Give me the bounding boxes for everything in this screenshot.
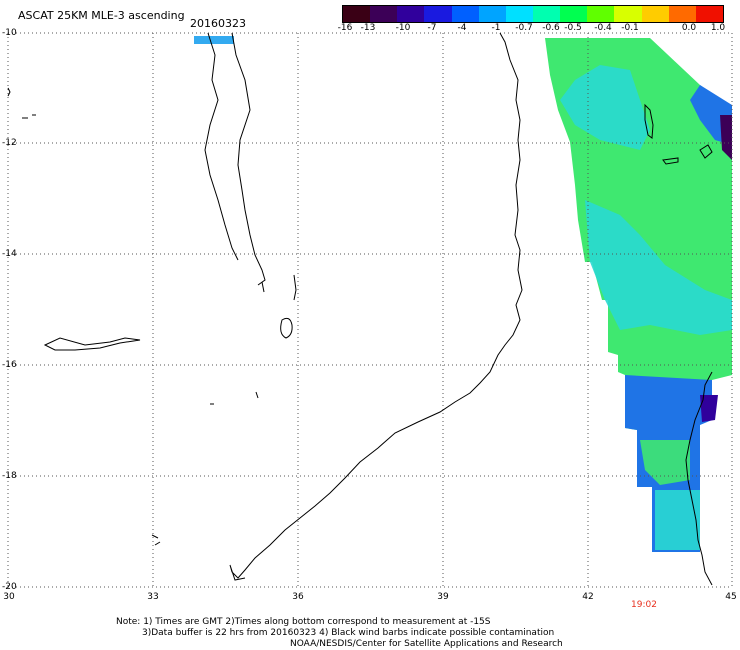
- map-date: 20160323: [190, 17, 246, 30]
- map-title: ASCAT 25KM MLE-3 ascending: [18, 9, 185, 22]
- legend-color-swatch: [424, 6, 452, 22]
- latitude-label: -10: [2, 28, 17, 38]
- legend-color-swatch: [343, 6, 371, 22]
- longitude-label: 36: [292, 592, 304, 602]
- latitude-label: -20: [2, 582, 17, 592]
- legend-color-swatch: [641, 6, 669, 22]
- legend-tick-label: 1.0: [710, 23, 726, 33]
- legend-tick-label: -7: [427, 23, 437, 33]
- legend-color-swatch: [668, 6, 696, 22]
- legend-color-swatch: [614, 6, 642, 22]
- legend-tick-label: -0.1: [621, 23, 639, 33]
- legend-color-swatch: [370, 6, 398, 22]
- legend-color-swatch: [397, 6, 425, 22]
- note-line-2: 3)Data buffer is 22 hrs from 20160323 4)…: [142, 628, 555, 638]
- legend-color-swatch: [451, 6, 479, 22]
- longitude-label: 45: [725, 592, 737, 602]
- latitude-label: -18: [2, 471, 17, 481]
- legend-tick-label: -4: [457, 23, 467, 33]
- latitude-label: -16: [2, 360, 17, 370]
- legend-tick-label: -1: [491, 23, 501, 33]
- legend-color-swatch: [505, 6, 533, 22]
- legend-color-swatch: [532, 6, 561, 22]
- note-line-1: Note: 1) Times are GMT 2)Times along bot…: [116, 617, 491, 627]
- pass-time-label: 19:02: [631, 600, 657, 610]
- latitude-label: -12: [2, 138, 17, 148]
- legend-tick-label: -0.7: [515, 23, 533, 33]
- data-swath: [194, 36, 732, 552]
- legend-tick-label: -16: [337, 23, 353, 33]
- legend-color-swatch: [560, 6, 588, 22]
- longitude-label: 30: [3, 592, 15, 602]
- color-legend-bar: [342, 5, 724, 23]
- longitude-label: 33: [147, 592, 159, 602]
- legend-color-swatch: [478, 6, 506, 22]
- legend-color-swatch: [587, 6, 615, 22]
- note-line-3: NOAA/NESDIS/Center for Satellite Applica…: [290, 639, 563, 649]
- longitude-label: 39: [437, 592, 449, 602]
- legend-tick-label: -0.4: [594, 23, 612, 33]
- legend-tick-label: -13: [360, 23, 376, 33]
- longitude-label: 42: [582, 592, 594, 602]
- legend-tick-label: -0.5: [564, 23, 582, 33]
- legend-tick-label: -0.6: [542, 23, 560, 33]
- legend-tick-label: 0.0: [681, 23, 697, 33]
- latitude-label: -14: [2, 249, 17, 259]
- coastline: [7, 32, 713, 586]
- graticule-grid: [7, 32, 733, 588]
- legend-color-swatch: [695, 6, 723, 22]
- legend-tick-label: -10: [395, 23, 411, 33]
